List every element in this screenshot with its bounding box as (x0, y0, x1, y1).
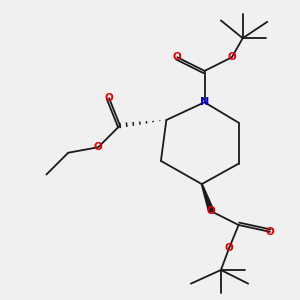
Text: O: O (207, 206, 216, 216)
Text: O: O (173, 52, 182, 62)
Text: O: O (225, 243, 233, 253)
Text: O: O (105, 93, 113, 103)
Text: O: O (94, 142, 103, 152)
Polygon shape (201, 184, 214, 212)
Text: N: N (200, 97, 209, 107)
Text: O: O (266, 227, 274, 237)
Text: O: O (227, 52, 236, 62)
